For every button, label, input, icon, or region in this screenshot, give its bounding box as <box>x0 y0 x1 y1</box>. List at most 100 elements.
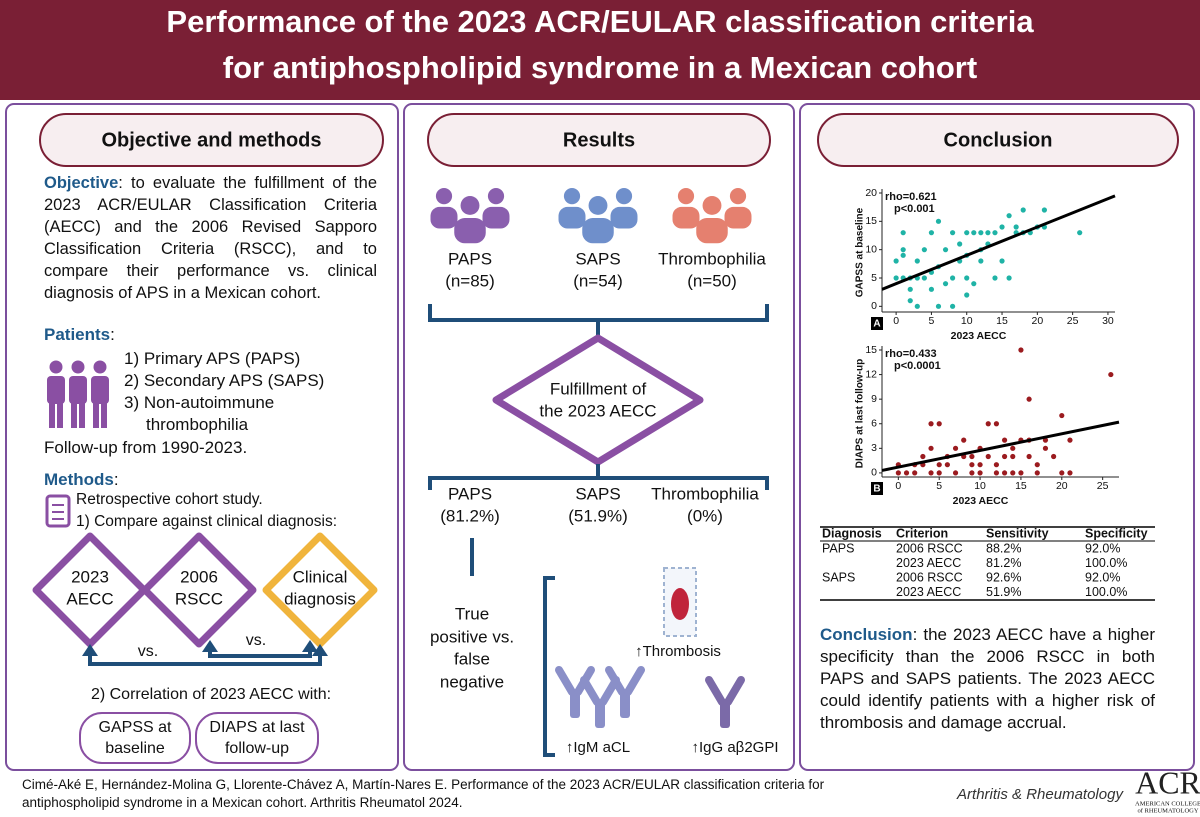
table-cell: 100.0% <box>1085 585 1127 599</box>
point <box>893 258 899 264</box>
point <box>1077 230 1083 236</box>
person-icon <box>101 402 107 428</box>
point <box>936 462 942 468</box>
header-band <box>0 0 1200 100</box>
table-cell: 81.2% <box>986 556 1021 570</box>
y-axis-label: DIAPS at last follow-up <box>855 359 866 468</box>
conclusion-label: Conclusion <box>820 625 913 644</box>
table-header: Specificity <box>1085 526 1148 540</box>
table-cell: 2006 RSCC <box>896 570 963 584</box>
y-tick-label: 3 <box>871 442 877 454</box>
person-icon <box>487 188 505 205</box>
y-tick-label: 9 <box>871 393 877 405</box>
method: Retrospective cohort study. <box>76 491 263 508</box>
table-header: Diagnosis <box>822 526 882 540</box>
methods-list: Retrospective cohort study. 1) Compare a… <box>76 489 337 533</box>
annotation: p<0.0001 <box>894 360 941 372</box>
y-tick-label: 15 <box>865 344 877 356</box>
group-n: (n=85) <box>445 271 495 290</box>
point <box>936 470 942 476</box>
logo-sub: AMERICAN COLLEGE <box>1135 800 1200 807</box>
score-text: baseline <box>105 740 165 757</box>
point <box>1059 412 1065 419</box>
point <box>1026 396 1032 402</box>
table-cell: 92.0% <box>1085 541 1120 555</box>
person-icon <box>454 218 486 244</box>
point <box>907 286 913 292</box>
point <box>1067 437 1073 443</box>
point <box>977 462 983 468</box>
y-tick-label: 15 <box>865 215 877 227</box>
point <box>900 252 906 258</box>
point <box>978 258 984 264</box>
antibody-icon <box>605 666 626 696</box>
antibody-icon <box>624 666 645 696</box>
point <box>1020 207 1026 213</box>
person-icon <box>610 206 638 229</box>
score-text: follow-up <box>225 740 289 757</box>
y-tick-label: 10 <box>865 243 877 255</box>
diamond-text: diagnosis <box>284 589 356 608</box>
person-icon <box>49 360 63 374</box>
person-icon <box>71 402 77 428</box>
comparison-text: True <box>455 604 489 623</box>
antibody-icon <box>595 700 605 728</box>
finding: ↑IgG aβ2GPI <box>692 739 779 756</box>
panel <box>403 103 795 771</box>
score-text: DIAPS at last <box>209 719 305 736</box>
point <box>964 275 970 281</box>
table-header: Criterion <box>896 526 948 540</box>
point <box>971 281 977 287</box>
methods-heading: Methods: <box>44 469 119 491</box>
x-tick-label: 0 <box>895 480 901 492</box>
conclusion-text: : the 2023 AECC have a higher specificit… <box>820 625 1155 732</box>
logo-sub: of RHEUMATOLOGY <box>1137 807 1198 814</box>
point <box>969 470 975 476</box>
vs-label: vs. <box>138 643 158 660</box>
x-tick-label: 5 <box>929 315 935 327</box>
person-icon <box>91 376 109 404</box>
arrow-head <box>302 640 318 652</box>
antibody-icon <box>724 676 745 706</box>
y-tick-label: 5 <box>871 272 877 284</box>
point <box>985 230 991 236</box>
person-icon <box>582 218 614 244</box>
y-tick-label: 0 <box>871 467 877 479</box>
person-icon <box>696 218 728 244</box>
decision-text: Fulfillment of <box>550 379 647 398</box>
outcome-value: (51.9%) <box>568 506 628 525</box>
x-tick-label: 20 <box>1031 315 1043 327</box>
objective-label: Objective <box>44 174 119 192</box>
panel-heading: Objective and methods <box>101 129 321 151</box>
point <box>1026 453 1032 460</box>
person-icon <box>615 188 633 205</box>
finding: ↑IgM aCL <box>566 739 630 756</box>
point <box>964 292 970 298</box>
patient-group: 3) Non-autoimmune thrombophilia <box>124 393 275 434</box>
point <box>935 303 942 309</box>
panel-tag <box>871 482 883 495</box>
person-icon <box>672 206 700 229</box>
arrow-head <box>202 640 218 652</box>
point <box>961 437 967 443</box>
annotation: rho=0.621 <box>885 191 937 203</box>
title-line: Performance of the 2023 ACR/EULAR classi… <box>166 4 1034 39</box>
y-tick-label: 20 <box>865 187 877 199</box>
point <box>952 470 959 476</box>
outcome-name: PAPS <box>448 484 492 503</box>
x-tick-label: 0 <box>893 315 899 327</box>
person-icon <box>724 206 752 229</box>
point <box>957 241 963 247</box>
point <box>993 421 1000 427</box>
point <box>928 421 934 427</box>
patient-group: 1) Primary APS (PAPS) <box>124 349 301 368</box>
point <box>928 286 935 292</box>
score-pill <box>79 712 191 764</box>
y-tick-label: 6 <box>871 418 877 430</box>
point <box>985 453 991 460</box>
heading-pill <box>817 113 1179 167</box>
method: 1) Compare against clinical diagnosis: <box>76 513 338 530</box>
point <box>1059 470 1065 476</box>
point <box>944 462 950 468</box>
person-icon <box>47 376 65 404</box>
